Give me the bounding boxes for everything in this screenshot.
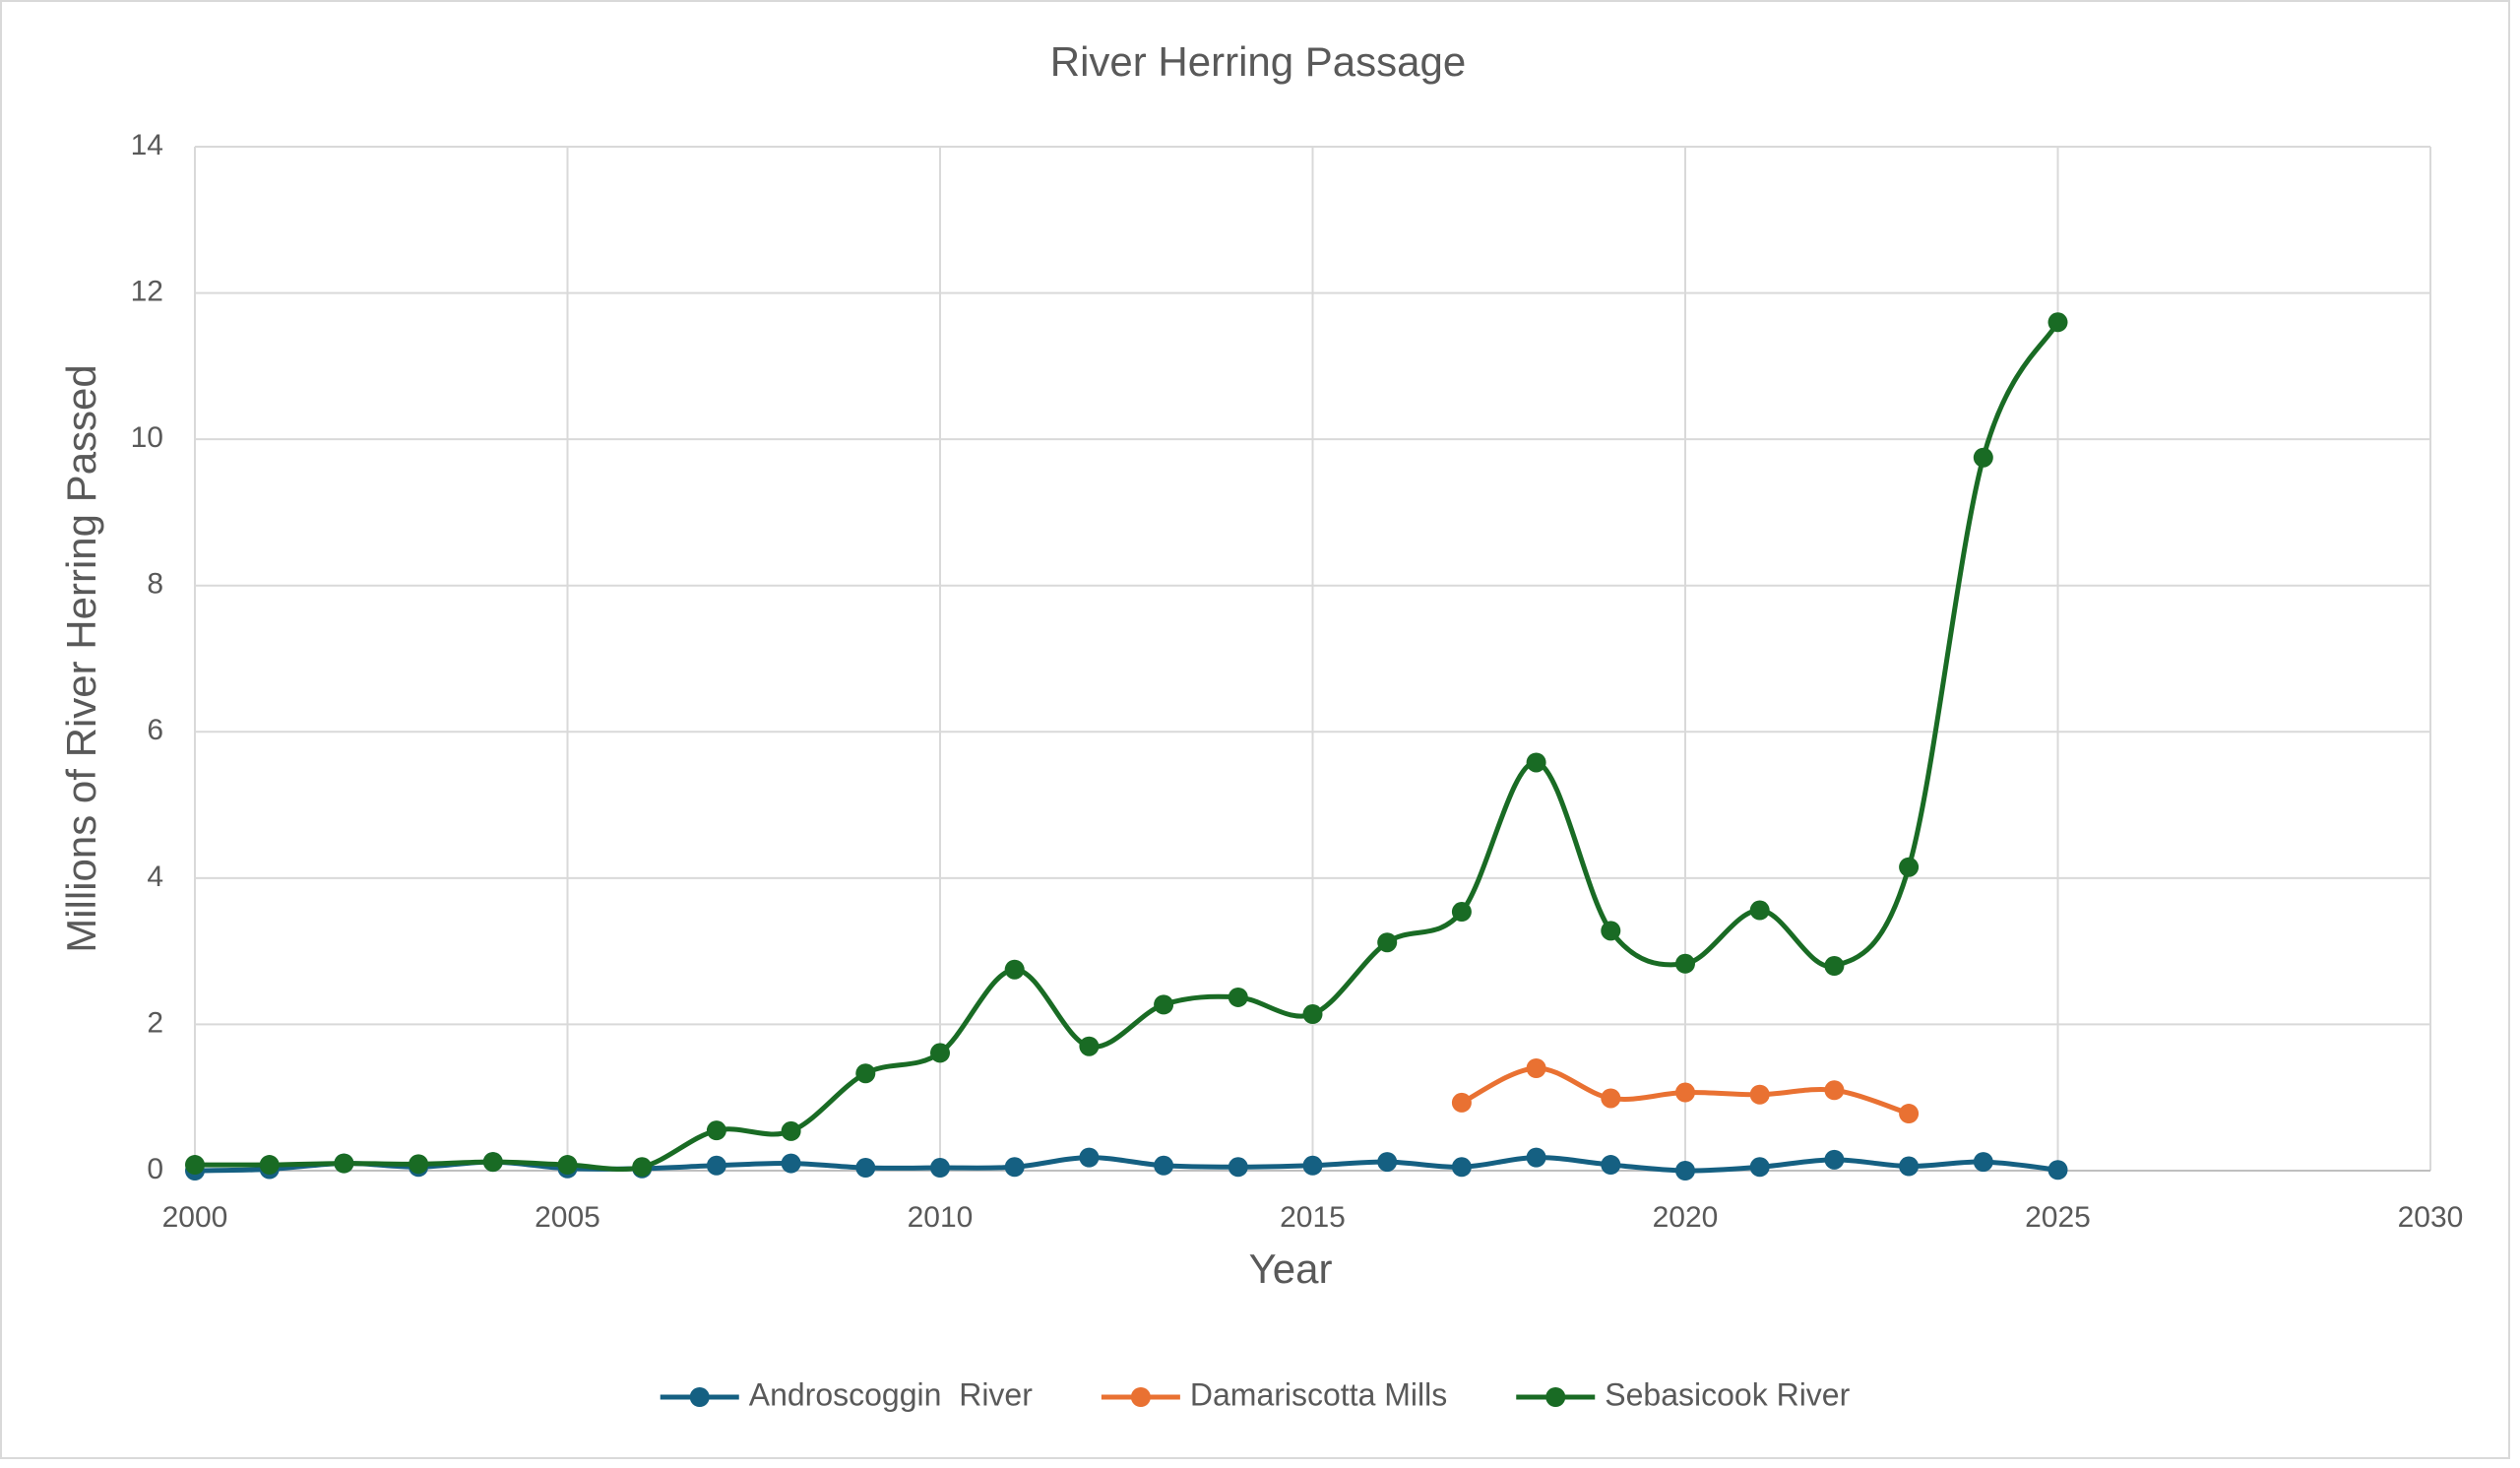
data-point <box>1601 921 1621 941</box>
data-point <box>781 1153 801 1174</box>
x-tick-label: 2030 <box>2398 1201 2464 1234</box>
data-point <box>1526 1147 1546 1168</box>
x-tick-label: 2020 <box>1653 1201 1719 1234</box>
legend-label: Sebasicook River <box>1605 1376 1850 1412</box>
data-point <box>1973 447 1993 468</box>
data-point <box>2048 312 2068 333</box>
legend-swatch-marker <box>1545 1387 1566 1407</box>
data-point <box>185 1155 205 1176</box>
data-point <box>1079 1147 1100 1168</box>
y-axis-title: Millions of River Herring Passed <box>58 364 104 953</box>
y-tick-label: 14 <box>131 129 163 161</box>
data-point <box>855 1063 876 1084</box>
legend-label: Androscoggin River <box>749 1376 1033 1412</box>
x-axis-title: Year <box>1249 1245 1333 1292</box>
legend-swatch-marker <box>689 1387 710 1407</box>
data-point <box>706 1120 726 1141</box>
y-tick-label: 0 <box>147 1153 163 1185</box>
data-point <box>1302 1004 1323 1025</box>
data-point <box>1749 1084 1770 1105</box>
data-point <box>1451 1092 1472 1113</box>
y-tick-label: 10 <box>131 421 163 454</box>
data-point <box>1973 1152 1993 1173</box>
y-tick-label: 8 <box>147 568 163 601</box>
y-tick-label: 4 <box>147 861 163 893</box>
x-tick-label: 2010 <box>908 1201 974 1234</box>
data-point <box>781 1120 801 1141</box>
x-tick-label: 2000 <box>162 1201 228 1234</box>
chart-title: River Herring Passage <box>1050 38 1467 85</box>
data-point <box>1302 1155 1323 1176</box>
data-point <box>1526 752 1546 773</box>
data-point <box>706 1155 726 1176</box>
data-point <box>930 1043 950 1063</box>
data-point <box>1675 1082 1695 1103</box>
legend-swatch-marker <box>1130 1387 1151 1407</box>
data-point <box>1824 1149 1845 1170</box>
data-point <box>259 1155 280 1176</box>
y-tick-label: 6 <box>147 714 163 746</box>
x-tick-label: 2005 <box>535 1201 600 1234</box>
data-point <box>1749 900 1770 921</box>
x-tick-label: 2015 <box>1280 1201 1346 1234</box>
legend-label: Damariscotta Mills <box>1190 1376 1447 1412</box>
data-point <box>930 1158 950 1179</box>
data-point <box>632 1157 653 1178</box>
data-point <box>409 1154 429 1175</box>
data-point <box>855 1158 876 1179</box>
data-point <box>1451 902 1472 923</box>
data-point <box>1377 1152 1398 1173</box>
data-point <box>1899 1156 1920 1177</box>
data-point <box>1377 932 1398 953</box>
y-tick-label: 12 <box>131 275 163 307</box>
data-point <box>1675 1161 1695 1181</box>
data-point <box>1601 1088 1621 1109</box>
data-point <box>1824 1080 1845 1101</box>
y-tick-label: 2 <box>147 1006 163 1039</box>
data-point <box>482 1152 503 1173</box>
data-point <box>1228 987 1248 1007</box>
data-point <box>1451 1157 1472 1178</box>
data-point <box>1154 1155 1174 1176</box>
data-point <box>1526 1058 1546 1078</box>
data-point <box>1601 1155 1621 1176</box>
data-point <box>1675 953 1695 974</box>
data-point <box>1899 1104 1920 1124</box>
data-point <box>1154 994 1174 1015</box>
data-point <box>1079 1036 1100 1056</box>
x-tick-label: 2025 <box>2025 1201 2091 1234</box>
data-point <box>1824 956 1845 976</box>
data-point <box>1749 1157 1770 1178</box>
data-point <box>1899 857 1920 877</box>
data-point <box>2048 1160 2068 1181</box>
data-point <box>1228 1157 1248 1178</box>
data-point <box>1004 1157 1025 1178</box>
data-point <box>334 1153 354 1174</box>
data-point <box>1004 959 1025 980</box>
data-point <box>557 1155 578 1176</box>
